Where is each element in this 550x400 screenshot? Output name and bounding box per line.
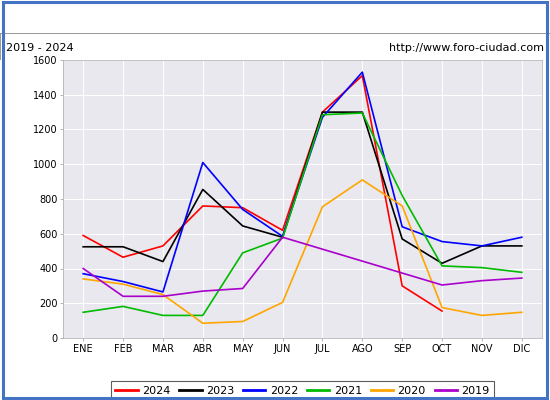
Legend: 2024, 2023, 2022, 2021, 2020, 2019: 2024, 2023, 2022, 2021, 2020, 2019 <box>111 381 494 400</box>
Text: Evolucion Nº Turistas Nacionales en el municipio de Fuentelapeña: Evolucion Nº Turistas Nacionales en el m… <box>56 10 494 23</box>
Text: http://www.foro-ciudad.com: http://www.foro-ciudad.com <box>389 43 544 53</box>
Text: 2019 - 2024: 2019 - 2024 <box>6 43 73 53</box>
